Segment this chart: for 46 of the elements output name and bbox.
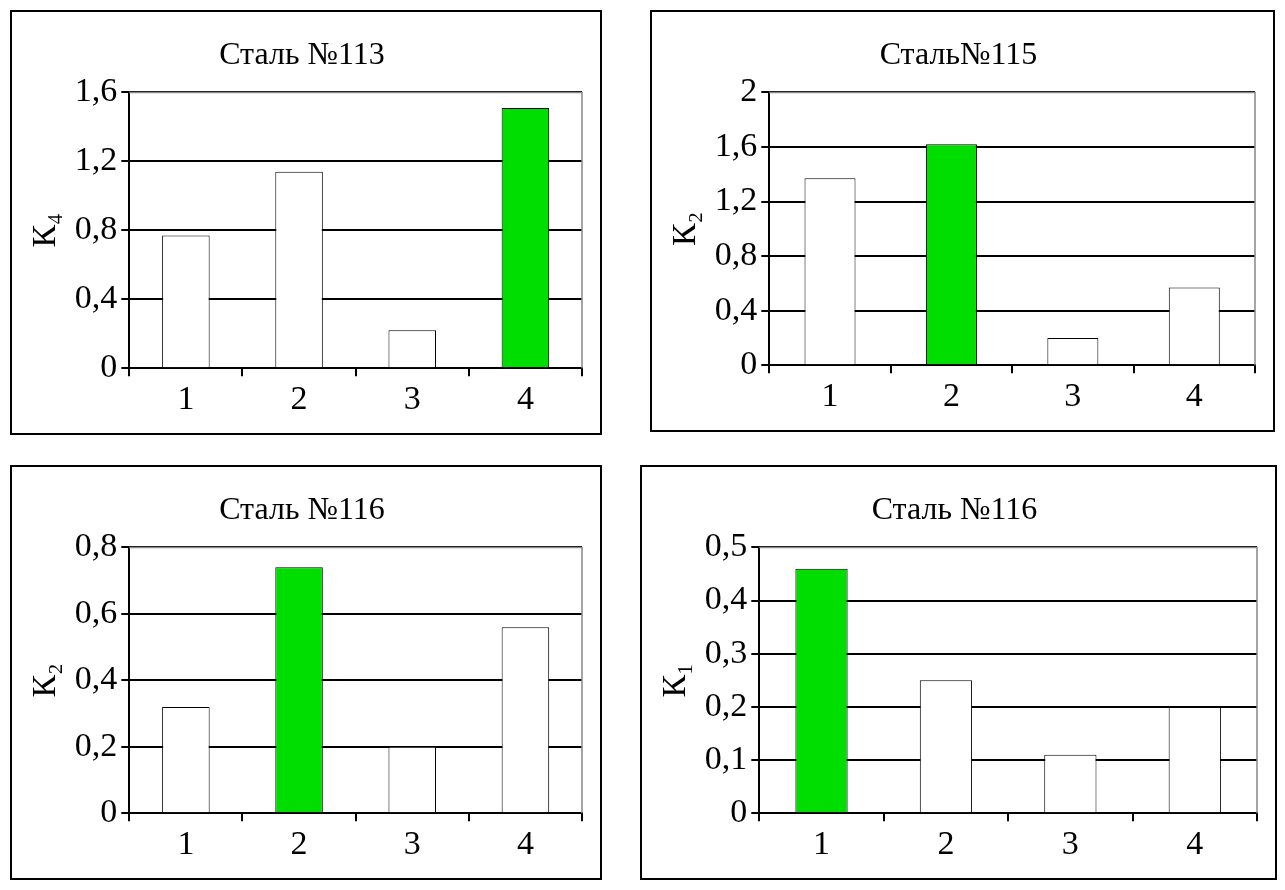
y-tick-label: 0,6 bbox=[74, 592, 118, 630]
chart-title: Сталь №113 bbox=[219, 34, 385, 71]
x-tick-label: 1 bbox=[821, 375, 839, 413]
y-tick-label: 1,6 bbox=[714, 125, 758, 163]
x-tick-label: 2 bbox=[937, 823, 955, 861]
x-tick-label: 1 bbox=[177, 378, 195, 416]
x-tick-label: 4 bbox=[516, 378, 534, 416]
y-tick-label: 0 bbox=[100, 347, 118, 385]
y-tick-label: 2 bbox=[740, 71, 758, 109]
y-tick-label: 0 bbox=[740, 344, 758, 382]
y-axis-title: К₂ bbox=[25, 663, 63, 698]
y-tick-label: 0,8 bbox=[714, 235, 758, 272]
x-tick-label: 1 bbox=[177, 823, 195, 861]
x-tick-label: 3 bbox=[403, 823, 421, 861]
y-tick-label: 0 bbox=[730, 792, 748, 830]
y-tick-label: 1,6 bbox=[74, 71, 118, 109]
y-tick-label: 0,2 bbox=[704, 685, 748, 723]
y-tick-label: 0 bbox=[100, 792, 118, 830]
chart-title: Сталь №116 bbox=[871, 489, 1038, 526]
y-axis-title: К₁ bbox=[655, 663, 693, 698]
y-tick-label: 0,5 bbox=[704, 526, 748, 564]
x-tick-label: 3 bbox=[1061, 823, 1079, 861]
y-tick-label: 0,2 bbox=[74, 725, 118, 763]
x-tick-label: 3 bbox=[403, 378, 421, 416]
y-axis-title: К₄ bbox=[25, 213, 63, 248]
y-tick-label: 0,4 bbox=[704, 579, 748, 617]
y-axis-title: К₂ bbox=[665, 211, 703, 247]
y-tick-label: 1,2 bbox=[714, 180, 758, 218]
y-tick-label: 0,4 bbox=[74, 278, 118, 316]
y-tick-label: 0,1 bbox=[704, 738, 748, 776]
x-tick-label: 1 bbox=[813, 823, 831, 861]
chart-title: Сталь №116 bbox=[219, 489, 385, 526]
y-tick-label: 0,8 bbox=[74, 526, 118, 564]
x-tick-label: 4 bbox=[516, 823, 534, 861]
y-tick-label: 0,4 bbox=[74, 659, 118, 697]
y-tick-label: 0,4 bbox=[714, 289, 758, 327]
x-tick-label: 3 bbox=[1064, 375, 1082, 413]
y-tick-label: 1,2 bbox=[74, 140, 118, 178]
chart-title: Сталь№115 bbox=[879, 34, 1038, 71]
x-tick-label: 2 bbox=[942, 375, 960, 413]
x-tick-label: 4 bbox=[1186, 823, 1204, 861]
x-tick-label: 2 bbox=[290, 378, 308, 416]
x-tick-label: 2 bbox=[290, 823, 308, 861]
x-tick-label: 4 bbox=[1185, 375, 1203, 413]
y-tick-label: 0,8 bbox=[74, 209, 118, 247]
y-tick-label: 0,3 bbox=[704, 632, 748, 670]
